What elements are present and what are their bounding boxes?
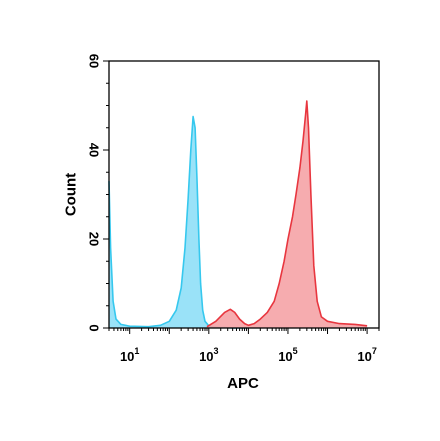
y-axis-title: Count	[63, 173, 80, 216]
y-tick-label: 0	[87, 324, 102, 331]
x-tick-label: 101	[120, 346, 139, 364]
x-axis-title: APC	[227, 375, 259, 392]
y-tick-label: 20	[87, 232, 102, 246]
y-tick-label: 60	[87, 54, 102, 68]
series-2-line	[206, 100, 368, 328]
y-tick-label: 40	[87, 143, 102, 157]
series-1-line	[108, 115, 249, 329]
x-axis: 101 103 105 107	[108, 328, 380, 364]
x-tick-label: 105	[278, 346, 297, 364]
histogram-curves	[108, 100, 368, 329]
x-tick-label: 107	[357, 346, 376, 364]
series-2-area	[207, 101, 368, 328]
plot-frame	[108, 60, 380, 329]
x-tick-label: 103	[199, 346, 218, 364]
y-axis: 0 20 40 60	[87, 54, 109, 332]
